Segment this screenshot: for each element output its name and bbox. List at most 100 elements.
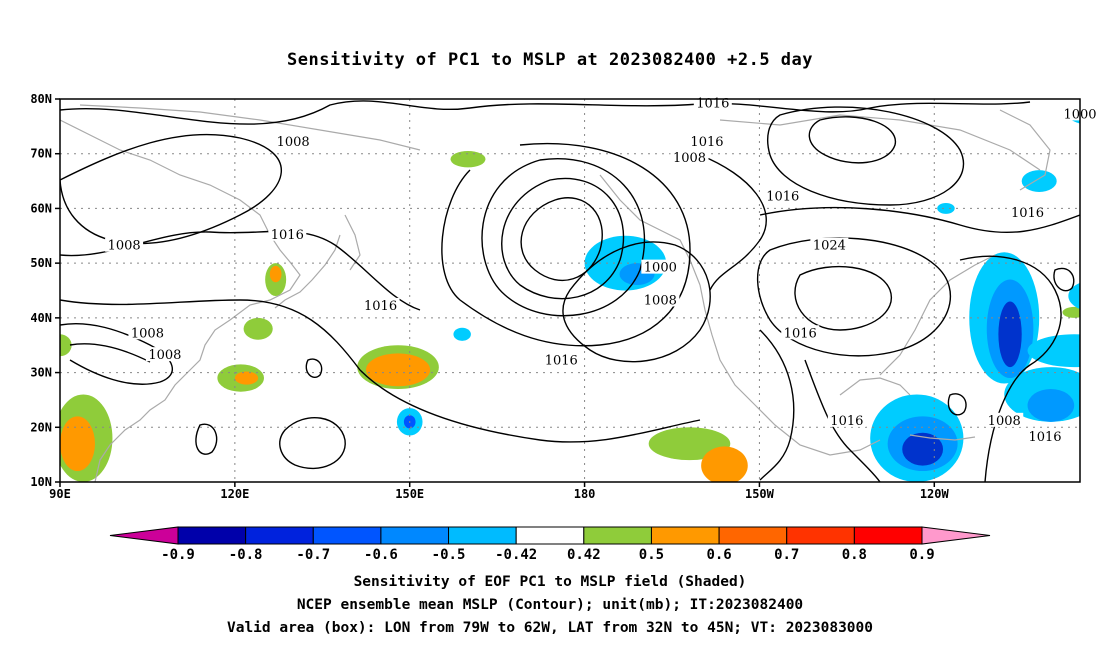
coast-gulf <box>839 377 911 396</box>
contour-label: 1016 <box>1028 430 1061 445</box>
contour-label: 1000 <box>644 261 677 276</box>
colorbar-tick-label: -0.8 <box>229 547 263 563</box>
colorbar-tick-label: 0.7 <box>774 547 799 563</box>
colorbar-box-2 <box>312 526 382 545</box>
contour-label-bg <box>145 347 184 362</box>
contour-1016-north <box>60 100 1031 125</box>
mslp-contours <box>60 100 1080 482</box>
contour-label: 1016 <box>690 135 723 150</box>
contour-1008-west <box>60 133 282 245</box>
contour-small-ring-1 <box>195 423 218 455</box>
contour-label: 1016 <box>1011 206 1044 221</box>
colorbar-box-4 <box>448 526 517 545</box>
coast-kamchatka <box>344 214 361 271</box>
coast-greenland <box>999 109 1051 191</box>
contour-label-bg <box>641 292 680 307</box>
contour-small-ring-2 <box>279 416 346 470</box>
contour-1008-china <box>60 323 173 385</box>
lat-tick-label: 30N <box>30 366 52 380</box>
lat-tick-label: 70N <box>30 147 52 161</box>
colorbar-tick-label: 0.6 <box>706 547 731 563</box>
contour-label: 1016 <box>830 414 863 429</box>
lat-tick-label: 40N <box>30 311 52 325</box>
colorbar-tick-label: 0.8 <box>842 547 867 563</box>
contour-label: 1008 <box>131 326 164 341</box>
contour-1024-na <box>794 265 893 331</box>
shaded-region-negative-29 <box>1027 388 1075 422</box>
contour-low-ring-1 <box>520 197 603 281</box>
lat-tick-label: 60N <box>30 201 52 215</box>
contour-low-ring-3 <box>481 158 646 317</box>
lon-tick-label: 150E <box>395 487 424 501</box>
contour-label-bg <box>641 259 680 274</box>
shaded-region-negative-21 <box>902 432 944 466</box>
colorbar-tick-label: 0.5 <box>639 547 664 563</box>
coast-japan <box>274 234 341 309</box>
shaded-region-negative-16 <box>453 327 471 341</box>
contour-label-bg <box>361 297 400 312</box>
contour-1008-china-2 <box>69 343 151 363</box>
shaded-region-positive-2 <box>269 265 282 283</box>
contour-1016-canada <box>759 206 1080 234</box>
lon-tick-label: 120E <box>220 487 249 501</box>
colorbar-box-3 <box>380 526 450 545</box>
contour-label: 1016 <box>364 299 397 314</box>
contour-label: 1008 <box>108 239 141 254</box>
lon-tick-label: 150W <box>745 487 775 501</box>
colorbar-tick-label: -0.9 <box>161 547 195 563</box>
contour-1016-loop <box>441 143 691 347</box>
colorbar-box-10 <box>853 526 923 545</box>
contour-low-ring-2 <box>501 177 625 300</box>
contour-label-bg <box>1026 429 1065 444</box>
shaded-region-negative-35 <box>1021 170 1057 193</box>
contour-label: 1016 <box>784 326 817 341</box>
contour-1016-mexico <box>804 359 881 482</box>
contour-1008-arctic <box>767 106 965 206</box>
contour-1016-na-high <box>756 237 952 357</box>
contour-small-ring-3 <box>947 393 967 416</box>
lat-tick-label: 20N <box>30 420 52 434</box>
contour-1016-pacific-south <box>60 299 701 443</box>
lat-tick-label: 50N <box>30 256 52 270</box>
lon-tick-label: 90E <box>49 487 71 501</box>
coast-canada-arctic <box>719 114 1041 171</box>
colorbar-box-9 <box>786 526 855 545</box>
map-frame <box>59 98 1081 483</box>
contour-1000-arctic <box>808 116 896 164</box>
contour-1016-ne-pac <box>699 154 767 291</box>
lon-tick-label: 120W <box>920 487 950 501</box>
lat-tick-label: 10N <box>30 475 52 489</box>
contour-label-bg <box>128 325 167 340</box>
contour-label: 1016 <box>271 228 304 243</box>
coast-caribbean <box>909 434 976 441</box>
contour-label-bg <box>670 150 709 165</box>
colorbar-tick-label: 0.42 <box>567 547 601 563</box>
colorbar: -0.9 -0.8 -0.7 -0.6 -0.5 -0.42 0.42 0.5 0.6 0.7 0.… <box>109 526 991 563</box>
contour-label: 1008 <box>644 293 677 308</box>
contour-label-bg <box>810 237 849 252</box>
contour-label-bg <box>763 188 802 203</box>
coast-asia <box>60 119 301 482</box>
shaded-region-positive-12 <box>701 446 748 482</box>
shaded-region-positive-13 <box>1062 306 1080 318</box>
shaded-region-negative-42 <box>937 202 955 214</box>
shaded-region-positive-8 <box>60 334 72 357</box>
contour-small-ring-5 <box>305 358 323 378</box>
sensitivity-shading <box>60 107 1080 482</box>
shaded-region-positive-5 <box>366 353 431 387</box>
coast-east-na <box>879 254 996 376</box>
shaded-region-positive-7 <box>234 371 259 385</box>
contour-label-bg <box>105 237 144 252</box>
contour-label: 1008 <box>673 151 706 166</box>
lat-tick-label: 80N <box>30 92 52 106</box>
shaded-region-negative-27 <box>1027 334 1080 368</box>
contour-1008-mexico <box>759 329 795 481</box>
contour-label: 1008 <box>277 135 310 150</box>
contour-label-bg <box>542 352 581 367</box>
colorbar-box-0 <box>177 526 247 545</box>
lon-tick-label: 180 <box>574 487 596 501</box>
contour-label: 1024 <box>813 239 846 254</box>
contour-label-bg <box>781 325 820 340</box>
